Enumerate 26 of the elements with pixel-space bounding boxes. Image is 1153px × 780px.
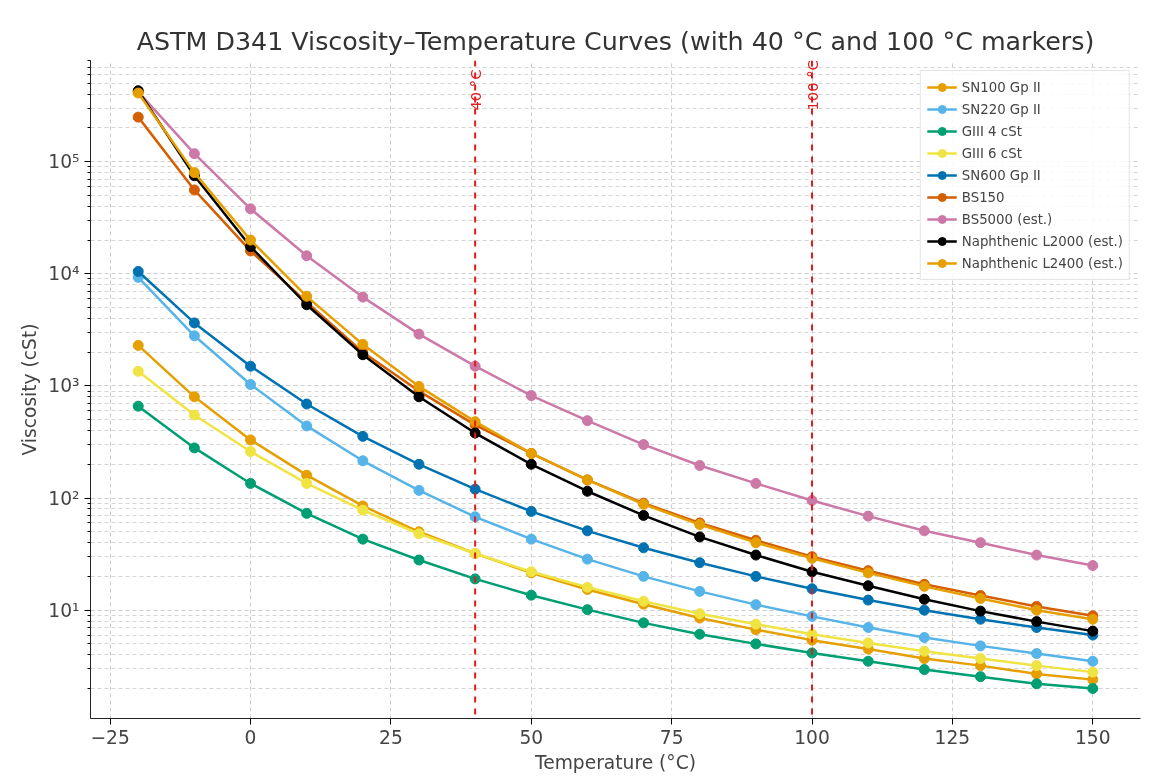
legend-label: BS5000 (est.) <box>961 211 1053 227</box>
x-tick-label: −25 <box>90 726 130 748</box>
chart-title: ASTM D341 Viscosity–Temperature Curves (with 40 °C and 100 °C markers) <box>136 25 1095 56</box>
legend-label: GIII 6 cSt <box>961 145 1022 161</box>
y-tick-label: 10⁵ <box>48 151 80 173</box>
legend-label: Naphthenic L2400 (est.) <box>961 255 1123 271</box>
x-tick-label: 25 <box>379 726 403 748</box>
y-tick-label: 10¹ <box>48 599 80 621</box>
ref-line-label: 40 °C <box>466 69 484 111</box>
y-tick-label: 10³ <box>48 375 80 397</box>
x-axis-title: Temperature (°C) <box>533 751 697 773</box>
x-tick-label: 125 <box>934 726 971 748</box>
legend-label: BS150 <box>961 189 1005 205</box>
x-tick-label: 150 <box>1074 726 1111 748</box>
x-tick-label: 0 <box>244 726 257 748</box>
x-tick-label: 75 <box>659 726 684 748</box>
legend-label: GIII 4 cSt <box>961 123 1022 139</box>
x-tick-label: 50 <box>519 726 544 748</box>
y-axis-title: Viscosity (cSt) <box>19 323 41 456</box>
legend-label: SN220 Gp II <box>961 101 1041 117</box>
legend-label: SN100 Gp II <box>961 79 1041 95</box>
legend-label: SN600 Gp II <box>961 167 1041 183</box>
y-tick-label: 10² <box>48 487 80 509</box>
x-tick-label: 100 <box>794 726 830 748</box>
legend-label: Naphthenic L2000 (est.) <box>961 233 1123 249</box>
y-tick-label: 10⁴ <box>48 263 80 285</box>
